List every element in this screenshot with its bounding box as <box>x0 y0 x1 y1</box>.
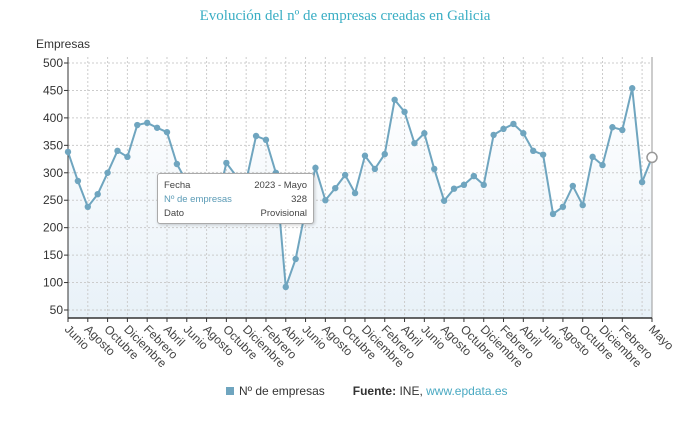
data-point <box>470 172 478 180</box>
data-point <box>431 165 438 173</box>
y-tick-label: 250 <box>43 193 63 207</box>
legend-item[interactable]: Nº de empresas <box>239 384 325 398</box>
data-point <box>619 126 626 134</box>
source-label: Fuente: <box>352 384 397 398</box>
data-point <box>262 136 270 144</box>
data-point <box>94 190 101 198</box>
data-point <box>64 148 72 156</box>
data-point <box>134 121 141 129</box>
data-point <box>312 164 319 172</box>
data-point <box>490 131 497 139</box>
y-axis-label: Empresas <box>36 37 91 51</box>
tooltip-value: 2023 - Mayo <box>254 180 307 191</box>
tooltip-row-count: Nº de empresas 328 <box>164 193 307 207</box>
data-point <box>510 120 517 128</box>
tooltip-label: Dato <box>164 208 185 219</box>
source-link[interactable]: www.epdata.es <box>426 384 508 398</box>
tooltip-row-date: Fecha 2023 - Mayo <box>164 179 307 193</box>
data-point <box>579 201 586 209</box>
data-point <box>440 197 448 204</box>
data-point <box>163 128 171 136</box>
data-point <box>450 185 458 192</box>
data-point <box>589 153 596 161</box>
data-point <box>361 152 369 159</box>
y-tick-label: 450 <box>43 83 63 97</box>
chart-title: Evolución del nº de empresas creadas en … <box>199 8 491 24</box>
data-point <box>322 197 329 204</box>
data-point <box>332 184 339 192</box>
tooltip: Fecha 2023 - Mayo Nº de empresas 328 Dato P… <box>157 173 314 224</box>
data-point <box>460 181 468 189</box>
data-point <box>599 161 606 169</box>
data-point <box>381 150 388 158</box>
y-tick-label: 100 <box>43 276 63 290</box>
data-point <box>74 177 82 185</box>
tooltip-label: Nº de empresas <box>164 194 232 205</box>
y-tick-label: 200 <box>43 221 63 235</box>
tooltip-row-status: Dato Provisional <box>164 207 307 221</box>
data-point <box>569 182 577 190</box>
tooltip-label: Fecha <box>164 180 191 191</box>
data-point <box>124 153 131 161</box>
legend: Nº de empresas Fuente: INE, www.epdata.e… <box>226 384 508 398</box>
legend-swatch <box>226 387 234 395</box>
tooltip-value: Provisional <box>260 208 307 219</box>
data-point <box>341 171 349 179</box>
data-point <box>223 159 230 167</box>
y-tick-label: 150 <box>43 248 63 262</box>
data-point <box>500 125 507 133</box>
y-tick-label: 500 <box>43 56 63 70</box>
source-text: INE, <box>399 384 423 398</box>
data-point <box>282 283 289 291</box>
data-point <box>629 85 636 92</box>
data-point <box>411 139 418 147</box>
data-point <box>371 165 379 173</box>
data-point <box>351 189 359 197</box>
y-tick-label: 300 <box>43 166 63 180</box>
highlighted-point <box>646 151 658 164</box>
data-point <box>480 181 487 189</box>
y-tick-label: 400 <box>43 111 63 125</box>
data-point <box>609 124 616 131</box>
data-point <box>549 210 557 218</box>
data-point <box>114 147 121 155</box>
y-tick-label: 350 <box>43 138 63 152</box>
data-point <box>520 130 527 137</box>
data-point <box>421 130 428 137</box>
data-point <box>559 203 567 211</box>
source: Fuente: INE, www.epdata.es <box>353 384 508 398</box>
tooltip-value: 328 <box>291 194 307 205</box>
data-point <box>401 108 408 116</box>
data-point <box>292 255 299 263</box>
data-point <box>173 160 181 168</box>
data-point <box>84 203 91 211</box>
data-point <box>153 124 161 131</box>
data-point <box>530 147 537 155</box>
y-tick-label: 50 <box>50 303 64 317</box>
data-point <box>638 178 646 186</box>
data-point <box>539 151 547 158</box>
data-point <box>391 96 398 103</box>
data-point <box>104 169 111 176</box>
data-point <box>143 119 151 127</box>
data-point <box>252 132 260 140</box>
